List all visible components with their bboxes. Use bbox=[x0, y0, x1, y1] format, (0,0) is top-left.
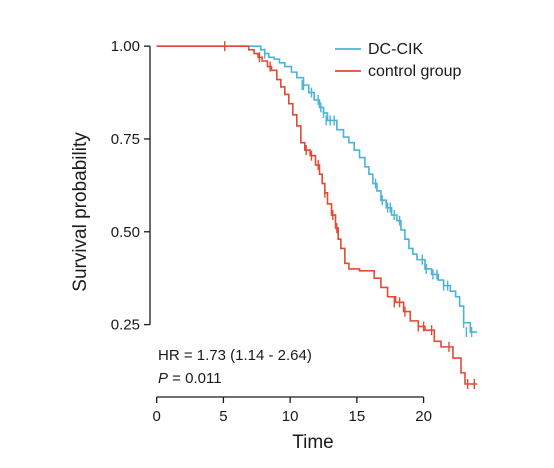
x-tick-label: 15 bbox=[349, 408, 366, 425]
y-tick-label: 0.25 bbox=[111, 317, 140, 334]
hazard-ratio-annotation: HR = 1.73 (1.14 - 2.64) bbox=[158, 347, 312, 364]
legend-item: control group bbox=[335, 63, 461, 80]
p-label: P bbox=[158, 370, 168, 387]
legend-label: DC-CIK bbox=[368, 41, 423, 58]
survival-curve-dc-cik bbox=[156, 45, 477, 338]
legend-label: control group bbox=[368, 63, 461, 80]
y-tick-label: 0.75 bbox=[111, 131, 140, 148]
legend: DC-CIK control group bbox=[335, 41, 461, 80]
x-axis-title: Time bbox=[292, 432, 334, 453]
p-value-annotation: P = 0.011 bbox=[158, 370, 222, 387]
x-tick-label: 20 bbox=[415, 408, 432, 425]
x-ticks: 0 5 10 15 20 bbox=[153, 397, 432, 425]
step-line bbox=[156, 45, 477, 333]
y-ticks: 0.25 0.50 0.75 1.00 bbox=[111, 38, 150, 334]
x-tick-label: 5 bbox=[219, 408, 227, 425]
y-tick-label: 0.50 bbox=[111, 224, 140, 241]
x-tick-label: 10 bbox=[282, 408, 299, 425]
x-tick-label: 0 bbox=[153, 408, 161, 425]
y-tick-label: 1.00 bbox=[111, 38, 140, 55]
step-line bbox=[156, 45, 477, 385]
axes bbox=[149, 46, 424, 398]
survival-curves bbox=[156, 41, 477, 390]
legend-item: DC-CIK bbox=[335, 41, 423, 58]
p-value: = 0.011 bbox=[168, 370, 222, 387]
survival-curve-control bbox=[156, 41, 477, 390]
y-axis-title: Survival probability bbox=[70, 132, 91, 292]
